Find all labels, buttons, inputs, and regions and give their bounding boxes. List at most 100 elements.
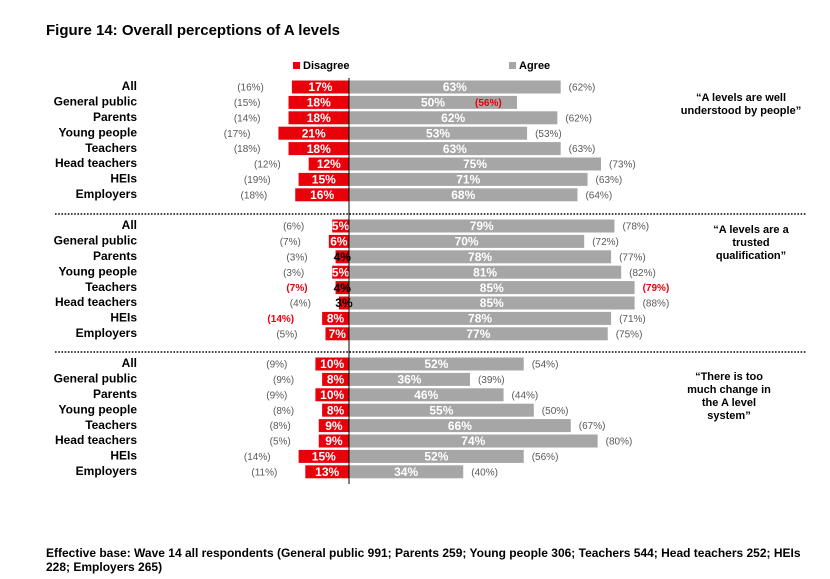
panel-3-general-public-disagree-prev: (9%) (273, 375, 294, 386)
panel-2-heis-disagree-value: 8% (327, 312, 345, 326)
panel-2-young-people-agree-prev: (82%) (629, 268, 656, 279)
panel-2-general-public-agree-prev: (72%) (592, 237, 619, 248)
panel-3-heis-label: HEIs (110, 449, 137, 463)
panel-3-teachers-agree-value: 66% (448, 419, 472, 433)
panel-1-parents-agree-value: 62% (441, 111, 465, 125)
diverging-bar-chart: Disagree Agree All 17% 63% (16%) (62%) General … (0, 0, 830, 579)
panel-3-employers-agree-value: 34% (394, 465, 418, 479)
panel-2-teachers-agree-prev: (79%) (643, 283, 670, 294)
panel-1-parents-label: Parents (93, 110, 137, 124)
panel-3-all-label: All (122, 356, 137, 370)
panel-3-young-people-label: Young people (59, 402, 138, 416)
panel-3-general-public-disagree-value: 8% (327, 373, 345, 387)
panel-1-head-teachers-agree-prev: (73%) (609, 160, 636, 171)
panel-1-all-agree-value: 63% (443, 80, 467, 94)
panel-2-heis-agree-value: 78% (468, 312, 492, 326)
panel-2-young-people-disagree-value: 5% (332, 265, 350, 279)
panel-3-parents-disagree-value: 10% (320, 388, 344, 402)
panel-2-head-teachers-label: Head teachers (55, 295, 137, 309)
panel-2-employers-agree-value: 77% (466, 327, 490, 341)
panel-3-general-public-label: General public (54, 372, 138, 386)
panel-1-head-teachers-label: Head teachers (55, 156, 137, 170)
panel-2-head-teachers-agree-value: 85% (480, 296, 504, 310)
legend-label-disagree: Disagree (303, 60, 349, 72)
quote-panel-3: “There is too much change in the A level… (680, 371, 778, 423)
panel-2-young-people-label: Young people (59, 264, 138, 278)
panel-1-young-people-agree-prev: (53%) (535, 129, 562, 140)
panel-1-all-disagree-prev: (16%) (237, 83, 264, 94)
panel-2-all-label: All (122, 218, 137, 232)
panel-1-employers-disagree-value: 16% (310, 188, 334, 202)
panel-3-heis-agree-prev: (56%) (532, 452, 559, 463)
panel-2-general-public-label: General public (54, 234, 138, 248)
panel-2-young-people-disagree-prev: (3%) (283, 268, 304, 279)
panel-1-parents-disagree-prev: (14%) (234, 113, 261, 124)
panel-1-heis-agree-value: 71% (456, 173, 480, 187)
quote-panel-2: “A levels are a trusted qualification” (706, 224, 796, 263)
panel-1-heis-agree-prev: (63%) (596, 175, 623, 186)
panel-3-all-agree-value: 52% (424, 357, 448, 371)
panel-1-all-label: All (122, 79, 137, 93)
panel-1-young-people-disagree-prev: (17%) (224, 129, 251, 140)
panel-2-employers-disagree-prev: (5%) (276, 329, 297, 340)
panel-1-general-public-label: General public (54, 95, 138, 109)
panel-1-general-public-agree-prev: (56%) (475, 98, 502, 109)
panel-1-young-people-label: Young people (59, 125, 138, 139)
panel-1-employers-disagree-prev: (18%) (241, 190, 268, 201)
panel-3-all-disagree-value: 10% (320, 357, 344, 371)
panel-1-general-public-disagree-value: 18% (307, 96, 331, 110)
panel-2-head-teachers-disagree-prev: (4%) (290, 299, 311, 310)
panel-1-parents-agree-prev: (62%) (565, 113, 592, 124)
panel-1-heis-disagree-value: 15% (312, 173, 336, 187)
panel-2-teachers-label: Teachers (85, 280, 137, 294)
panel-3-head-teachers-agree-prev: (80%) (606, 437, 633, 448)
panel-1-general-public-disagree-prev: (15%) (234, 98, 261, 109)
panel-1-head-teachers-agree-value: 75% (463, 157, 487, 171)
panel-1-general-public-agree-value: 50% (421, 96, 445, 110)
panel-3-all-disagree-prev: (9%) (266, 360, 287, 371)
panel-2-teachers-agree-value: 85% (480, 281, 504, 295)
panel-2-general-public-disagree-value: 6% (330, 235, 348, 249)
panel-3-all-agree-prev: (54%) (532, 360, 559, 371)
panel-2-heis-disagree-prev: (14%) (267, 314, 294, 325)
panel-2-parents-label: Parents (93, 249, 137, 263)
panel-1-head-teachers-disagree-value: 12% (317, 157, 341, 171)
legend-label-agree: Agree (519, 60, 550, 72)
panel-2-all-agree-prev: (78%) (622, 222, 649, 233)
panel-2-heis-agree-prev: (71%) (619, 314, 646, 325)
panel-3-parents-agree-value: 46% (414, 388, 438, 402)
panel-1-all-disagree-value: 17% (308, 80, 332, 94)
panel-3-employers-disagree-prev: (11%) (251, 467, 277, 478)
panel-1-parents-disagree-value: 18% (307, 111, 331, 125)
panel-2-general-public-agree-value: 70% (455, 235, 479, 249)
panel-3-young-people-disagree-prev: (8%) (273, 406, 294, 417)
panel-1-teachers-agree-prev: (63%) (569, 144, 596, 155)
panel-2-all-disagree-value: 5% (332, 219, 350, 233)
panel-1-head-teachers-disagree-prev: (12%) (254, 160, 281, 171)
panel-3-teachers-disagree-value: 9% (325, 419, 343, 433)
panel-2-general-public-disagree-prev: (7%) (280, 237, 301, 248)
panel-3-head-teachers-agree-value: 74% (461, 434, 485, 448)
panel-2-young-people-agree-value: 81% (473, 265, 497, 279)
panel-2-heis-label: HEIs (110, 311, 137, 325)
panel-2-employers-label: Employers (76, 326, 138, 340)
panel-1-heis-label: HEIs (110, 172, 137, 186)
panel-2-teachers-disagree-prev: (7%) (286, 283, 307, 294)
panel-2-head-teachers-disagree-value: 3% (335, 296, 353, 310)
quote-panel-1: “A levels are well understood by people” (668, 92, 814, 118)
panel-3-teachers-agree-prev: (67%) (579, 421, 606, 432)
panel-3-employers-agree-prev: (40%) (471, 467, 498, 478)
panel-1-young-people-disagree-value: 21% (302, 126, 326, 140)
panel-2-employers-agree-prev: (75%) (616, 329, 643, 340)
panel-2-all-disagree-prev: (6%) (283, 222, 304, 233)
panel-2-head-teachers-agree-prev: (88%) (643, 299, 670, 310)
panel-2-parents-agree-prev: (77%) (619, 252, 646, 263)
panel-3-general-public-agree-prev: (39%) (478, 375, 505, 386)
panel-3-head-teachers-label: Head teachers (55, 433, 137, 447)
panel-1-young-people-agree-value: 53% (426, 126, 450, 140)
panel-2-parents-disagree-prev: (3%) (286, 252, 307, 263)
panel-3-parents-label: Parents (93, 387, 137, 401)
panel-3-young-people-agree-prev: (50%) (542, 406, 569, 417)
panel-3-heis-agree-value: 52% (424, 450, 448, 464)
panel-1-employers-agree-value: 68% (451, 188, 475, 202)
